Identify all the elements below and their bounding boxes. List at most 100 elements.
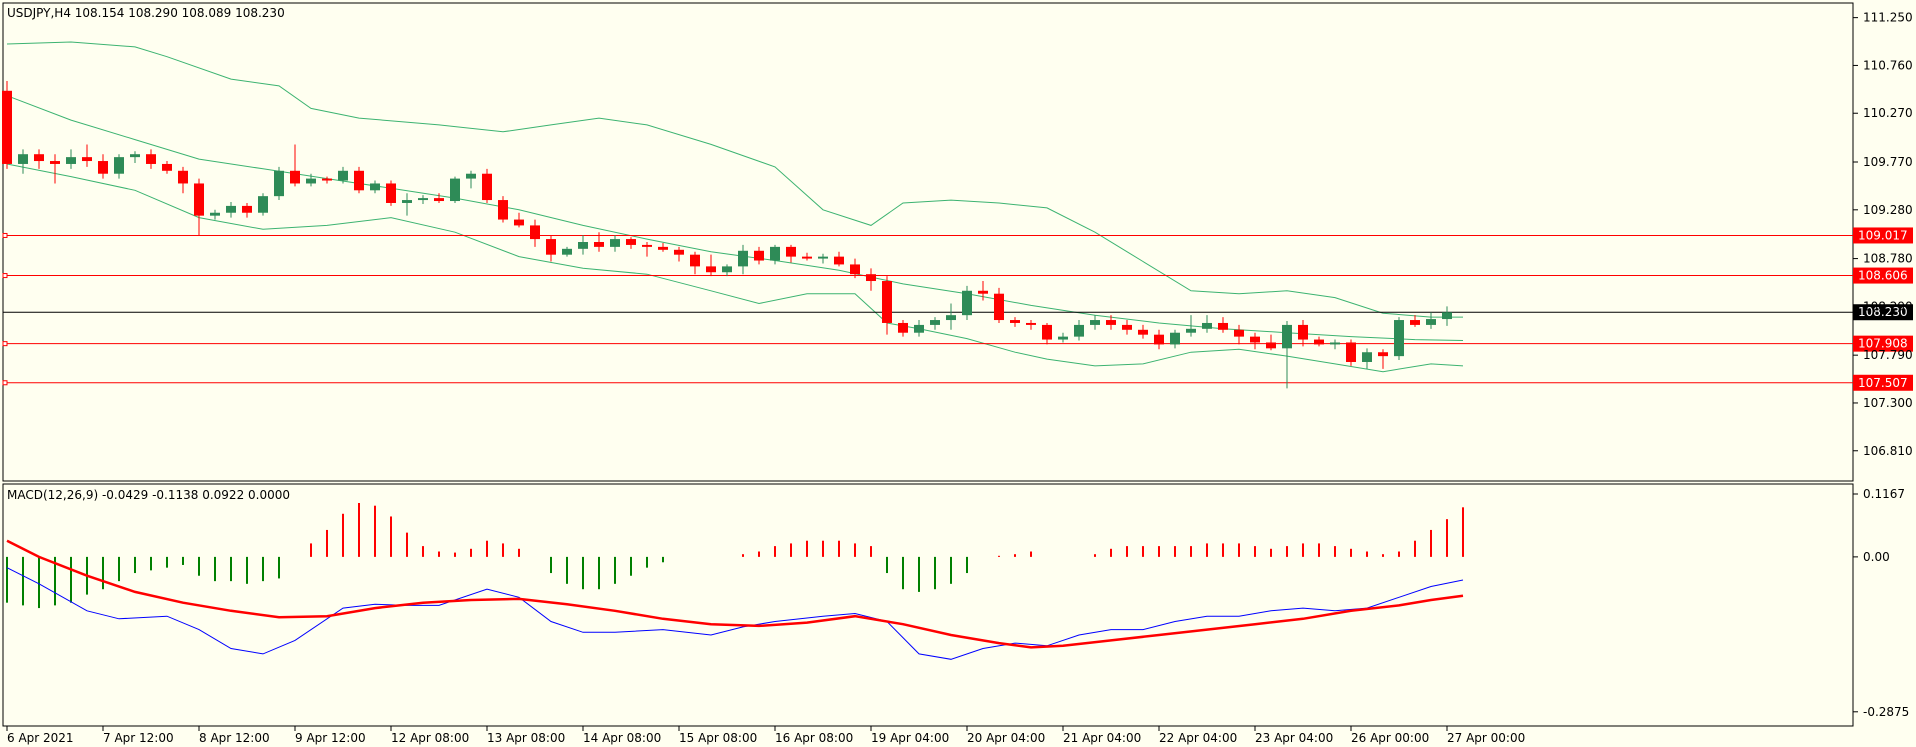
x-tick-label: 15 Apr 08:00 <box>679 731 757 745</box>
bear-candle <box>882 281 892 323</box>
bear-candle <box>162 163 172 171</box>
bull-candle <box>1282 324 1292 349</box>
bull-candle <box>1058 336 1068 340</box>
bear-candle <box>98 161 108 174</box>
x-tick-label: 14 Apr 08:00 <box>583 731 661 745</box>
bull-candle <box>1426 319 1436 325</box>
current-price-label: 108.230 <box>1858 305 1908 319</box>
signal-line <box>6 539 1464 649</box>
bull-candle <box>610 239 620 247</box>
x-tick-label: 27 Apr 00:00 <box>1447 731 1525 745</box>
macd-title: MACD(12,26,9) -0.0429 -0.1138 0.0922 0.0… <box>7 488 290 502</box>
bull-candle <box>1202 322 1212 329</box>
x-tick-label: 21 Apr 04:00 <box>1063 731 1141 745</box>
level-price-tag <box>1853 227 1913 244</box>
x-axis-labels: 6 Apr 2021 7 Apr 12:00 8 Apr 12:00 9 Apr 12… <box>6 726 1525 745</box>
macd-y-tick-label: 0.00 <box>1863 550 1890 564</box>
bull-candle <box>946 315 956 321</box>
level-price-tag <box>1853 335 1913 352</box>
bull-candle <box>1330 342 1340 345</box>
y-tick-label: 108.780 <box>1863 252 1913 266</box>
bear-candle <box>626 239 636 245</box>
bear-candle <box>594 242 604 247</box>
bear-candle <box>482 173 492 201</box>
y-tick-label: 111.250 <box>1863 11 1913 25</box>
macd-y-tick-label: -0.2875 <box>1863 705 1909 719</box>
x-tick-label: 8 Apr 12:00 <box>199 731 270 745</box>
bear-candle <box>194 183 204 216</box>
bear-candle <box>434 198 444 202</box>
bull-candle <box>1186 328 1196 333</box>
macd-panel-frame <box>2 483 1854 727</box>
bull-candle <box>818 256 828 259</box>
bear-candle <box>978 290 988 294</box>
bear-candle <box>1266 342 1276 349</box>
bull-candle <box>1170 332 1180 345</box>
bear-candle <box>50 161 60 164</box>
bear-candle <box>2 90 12 164</box>
level-anchor <box>2 341 8 347</box>
x-tick-label: 9 Apr 12:00 <box>295 731 366 745</box>
y-tick-label: 109.280 <box>1863 203 1913 217</box>
bull-candle <box>226 205 236 213</box>
level-price-label: 109.017 <box>1858 228 1908 242</box>
bull-candle <box>738 250 748 267</box>
y-axis-labels: 111.250 110.760 110.270 109.770 109.280 108.7… <box>1853 11 1913 719</box>
bear-candle <box>146 154 156 164</box>
bear-candle <box>290 170 300 184</box>
level-anchor <box>2 273 8 279</box>
bear-candle <box>1378 352 1388 357</box>
x-tick-label: 6 Apr 2021 <box>7 731 74 745</box>
bull-candle <box>402 200 412 203</box>
bear-candle <box>1218 322 1228 330</box>
bear-candle <box>354 170 364 191</box>
level-price-label: 108.606 <box>1858 269 1908 283</box>
bear-candle <box>1346 342 1356 362</box>
macd-histogram <box>6 502 1464 609</box>
bull-candle <box>306 178 316 184</box>
bull-candle <box>274 170 284 197</box>
level-price-tag <box>1853 267 1913 284</box>
bull-candle <box>722 266 732 273</box>
bull-candle <box>130 154 140 158</box>
x-tick-label: 26 Apr 00:00 <box>1351 731 1429 745</box>
bear-candle <box>898 322 908 333</box>
bear-candle <box>802 256 812 259</box>
bear-candle <box>82 157 92 162</box>
bear-candle <box>994 293 1004 321</box>
bear-candle <box>178 170 188 184</box>
y-tick-label: 107.790 <box>1863 348 1913 362</box>
bull-candle <box>578 242 588 249</box>
bear-candle <box>834 256 844 265</box>
bear-candle <box>322 178 332 181</box>
y-tick-label: 110.760 <box>1863 58 1913 72</box>
bull-candle <box>450 178 460 202</box>
bull-candle <box>930 320 940 325</box>
bull-candle <box>114 157 124 174</box>
x-tick-label: 12 Apr 08:00 <box>391 731 469 745</box>
y-tick-label: 106.810 <box>1863 444 1913 458</box>
bull-candle <box>66 157 76 164</box>
x-tick-label: 20 Apr 04:00 <box>967 731 1045 745</box>
bear-candle <box>1298 324 1308 340</box>
bear-candle <box>1314 339 1324 345</box>
bull-candle <box>962 290 972 316</box>
x-tick-label: 16 Apr 08:00 <box>775 731 853 745</box>
bull-candle <box>1362 352 1372 362</box>
x-tick-label: 22 Apr 04:00 <box>1159 731 1237 745</box>
x-tick-label: 19 Apr 04:00 <box>871 731 949 745</box>
bull-candle <box>1074 324 1084 337</box>
bear-candle <box>658 246 668 250</box>
bull-candle <box>1394 320 1404 357</box>
bear-candle <box>1250 336 1260 343</box>
x-tick-label: 13 Apr 08:00 <box>487 731 565 745</box>
bull-candle <box>914 324 924 333</box>
level-price-label: 107.908 <box>1858 337 1908 351</box>
bollinger-upper-band <box>6 41 1463 318</box>
horizontal-levels: 109.017 108.606 107.908 107.507 108.230 <box>2 227 1913 391</box>
level-anchor <box>2 380 8 386</box>
price-chart-title: USDJPY,H4 108.154 108.290 108.089 108.23… <box>7 6 285 20</box>
bear-candle <box>34 154 44 162</box>
candlesticks <box>2 81 1452 389</box>
